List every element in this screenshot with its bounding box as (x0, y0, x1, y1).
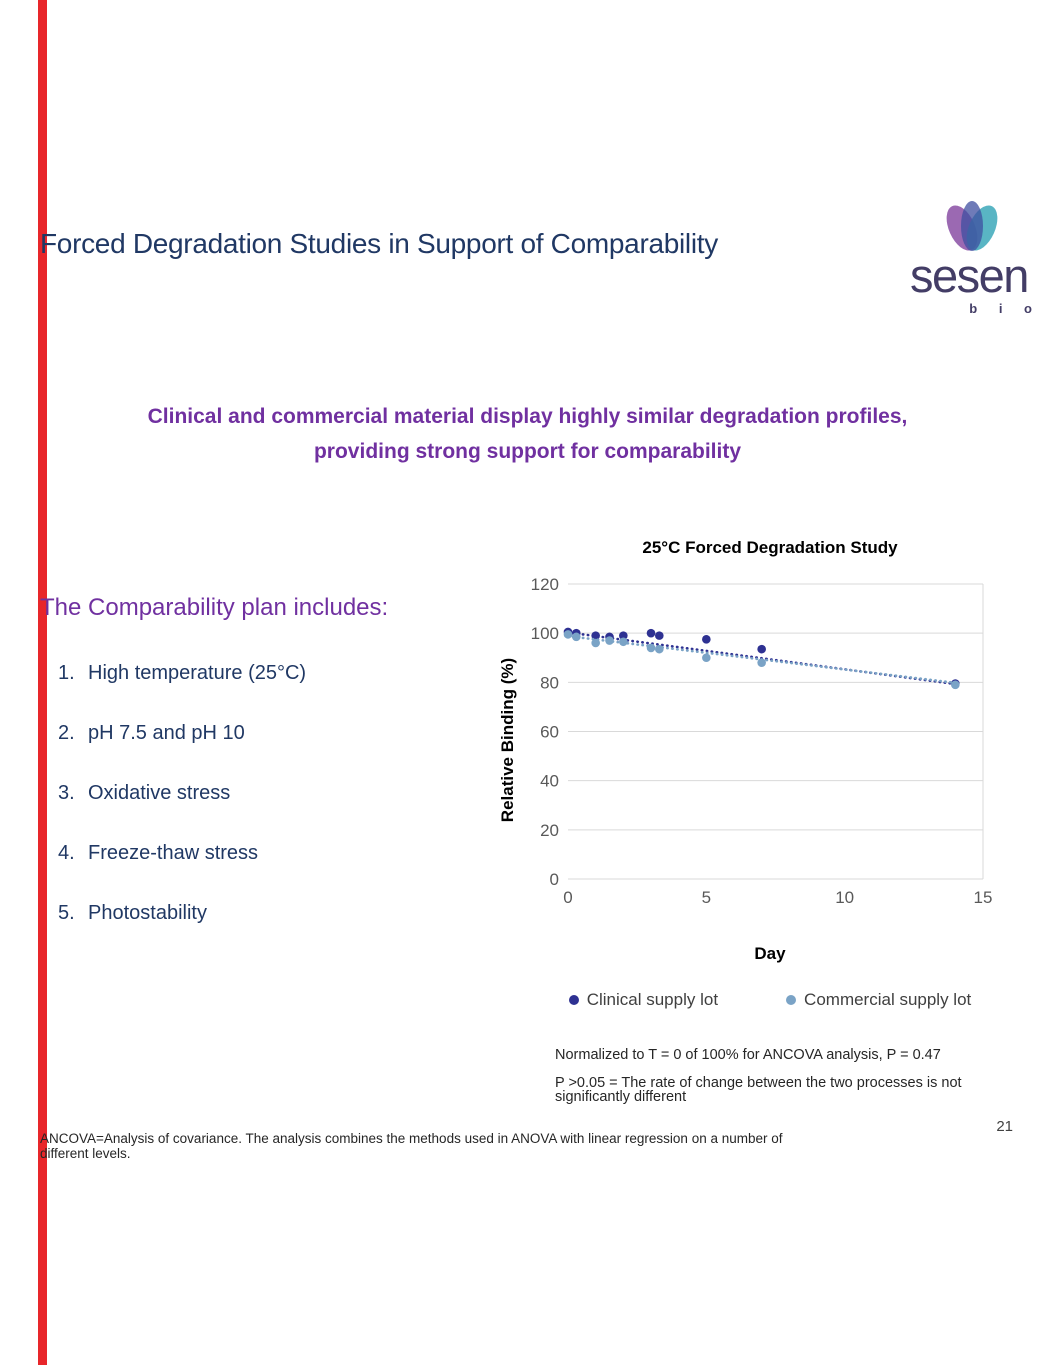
plan-heading: The Comparability plan includes: (40, 594, 389, 621)
plan-item-number: 1. (58, 662, 75, 684)
plan-item-label: pH 7.5 and pH 10 (88, 722, 245, 744)
plan-item-label: Freeze-thaw stress (88, 842, 259, 864)
svg-text:100: 100 (531, 624, 559, 643)
svg-text:80: 80 (540, 673, 559, 692)
plan-item: 1. High temperature (25°C) (58, 662, 306, 685)
plan-item-label: Photostability (88, 902, 207, 924)
plan-item: 4. Freeze-thaw stress (58, 842, 306, 865)
svg-text:5: 5 (702, 888, 711, 907)
plan-item-label: Oxidative stress (88, 782, 231, 804)
page-title: Forced Degradation Studies in Support of… (40, 228, 718, 259)
plan-item-number: 3. (58, 782, 75, 804)
plan-item-number: 4. (58, 842, 75, 864)
chart-legend: Clinical supply lot Commercial supply lo… (545, 990, 995, 1010)
plan-item: 3. Oxidative stress (58, 782, 306, 805)
plan-item-label: High temperature (25°C) (88, 662, 307, 684)
plan-item: 5. Photostability (58, 902, 306, 925)
chart-title: 25°C Forced Degradation Study (642, 538, 898, 557)
svg-text:10: 10 (835, 888, 854, 907)
plan-item-number: 2. (58, 722, 75, 744)
logo-wordmark: sesen (910, 249, 1029, 302)
chart-note-line2: P >0.05 = The rate of change between the… (555, 1074, 962, 1105)
plan-list: 1. High temperature (25°C) 2. pH 7.5 and… (58, 662, 306, 962)
svg-text:60: 60 (540, 723, 559, 742)
legend-label-clinical: Clinical supply lot (586, 990, 719, 1009)
svg-text:20: 20 (540, 821, 559, 840)
legend-label-commercial: Commercial supply lot (804, 990, 972, 1009)
svg-text:40: 40 (540, 772, 559, 791)
plan-item: 2. pH 7.5 and pH 10 (58, 722, 306, 745)
red-accent-bar (38, 0, 47, 1365)
legend-dot-clinical (568, 995, 579, 1005)
legend-item-commercial: Commercial supply lot (786, 990, 971, 1010)
svg-text:120: 120 (531, 575, 559, 594)
chart-note-line1: Normalized to T = 0 of 100% for ANCOVA a… (555, 1047, 941, 1063)
svg-text:15: 15 (974, 888, 993, 907)
footnote: ANCOVA=Analysis of covariance. The analy… (40, 1131, 783, 1161)
legend-dot-commercial (786, 995, 797, 1005)
logo-petals-icon (946, 201, 998, 251)
legend-item-clinical: Clinical supply lot (568, 990, 719, 1010)
svg-text:0: 0 (550, 870, 559, 889)
chart-notes: Normalized to T = 0 of 100% for ANCOVA a… (555, 1048, 1025, 1118)
page-number: 21 (996, 1118, 1013, 1135)
sesen-bio-logo: sesen b i o (893, 196, 1045, 316)
logo-sub-label: b i o (969, 301, 1041, 316)
plan-item-number: 5. (58, 902, 75, 924)
x-axis-label: Day (754, 944, 786, 963)
slide-subtitle: Clinical and commercial material display… (147, 405, 908, 463)
y-axis-label: Relative Binding (%) (498, 657, 517, 823)
scatter-chart: 0 20 40 60 80 100 120 0 5 10 15 (531, 575, 993, 907)
svg-text:0: 0 (563, 888, 572, 907)
